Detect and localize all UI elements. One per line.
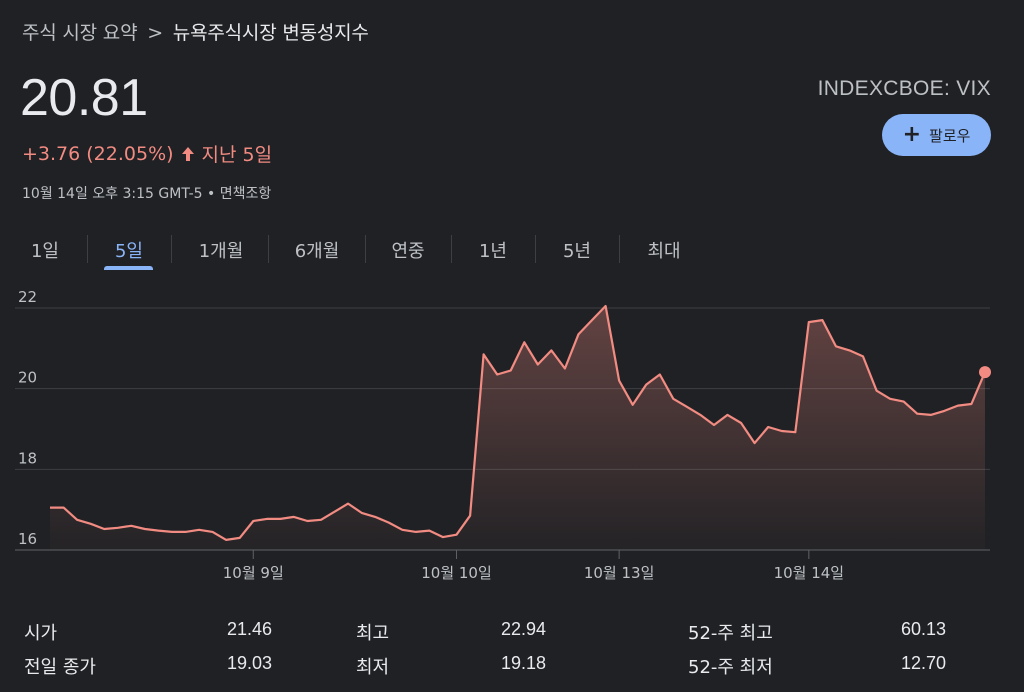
stat-label-low: 최저 bbox=[356, 657, 390, 678]
tab-divider bbox=[451, 235, 452, 263]
stat-label-prev-close: 전일 종가 bbox=[24, 657, 96, 678]
breadcrumb: 주식 시장 요약 > 뉴욕주식시장 변동성지수 bbox=[22, 18, 369, 45]
current-price: 20.81 bbox=[20, 69, 148, 127]
stat-label-high: 최고 bbox=[356, 623, 390, 644]
period-label: 지난 5일 bbox=[201, 144, 273, 166]
stat-label-open: 시가 bbox=[24, 623, 58, 644]
x-tick-label: 10월 14일 bbox=[774, 564, 845, 580]
stat-value-52wk-high: 60.13 bbox=[900, 619, 946, 639]
price-change: +3.76 (22.05%) 지난 5일 bbox=[22, 140, 272, 167]
follow-button[interactable]: + 팔로우 bbox=[882, 114, 991, 156]
stat-value-open: 21.46 bbox=[226, 619, 272, 639]
tab-1y[interactable]: 1년 bbox=[478, 241, 507, 262]
arrow-up-icon bbox=[180, 145, 196, 163]
follow-button-label: 팔로우 bbox=[929, 126, 971, 145]
series-area bbox=[50, 306, 985, 550]
tab-5d[interactable]: 5일 bbox=[114, 241, 143, 262]
breadcrumb-separator: > bbox=[147, 22, 163, 44]
timestamp-disclaimer: 10월 14일 오후 3:15 GMT-5 • 면책조항 bbox=[22, 186, 272, 202]
x-tick-label: 10월 13일 bbox=[584, 564, 655, 580]
y-tick-label: 16 bbox=[18, 530, 37, 548]
stat-value-prev-close: 19.03 bbox=[226, 653, 272, 673]
x-tick-label: 10월 10일 bbox=[421, 564, 492, 580]
stat-value-52wk-low: 12.70 bbox=[900, 653, 946, 673]
tab-1d[interactable]: 1일 bbox=[30, 241, 59, 262]
stat-label-52wk-high: 52-주 최고 bbox=[688, 623, 773, 644]
x-tick-label: 10월 9일 bbox=[223, 564, 284, 580]
tab-divider bbox=[171, 235, 172, 263]
tab-divider bbox=[535, 235, 536, 263]
stat-value-high: 22.94 bbox=[500, 619, 546, 639]
series-line bbox=[50, 304, 987, 541]
y-tick-label: 20 bbox=[18, 369, 37, 387]
breadcrumb-parent-link[interactable]: 주식 시장 요약 bbox=[22, 22, 138, 44]
tab-divider bbox=[87, 235, 88, 263]
tab-6m[interactable]: 6개월 bbox=[294, 241, 340, 262]
y-tick-label: 18 bbox=[18, 449, 37, 467]
tab-max[interactable]: 최대 bbox=[647, 241, 681, 262]
tab-5y[interactable]: 5년 bbox=[562, 241, 591, 262]
y-tick-label: 22 bbox=[18, 288, 37, 306]
last-point-marker bbox=[979, 366, 991, 379]
stat-value-low: 19.18 bbox=[500, 653, 546, 673]
ticker-symbol: INDEXCBOE: VIX bbox=[817, 77, 991, 100]
price-change-value: +3.76 (22.05%) bbox=[22, 142, 174, 165]
range-tabs: 1일 5일 1개월 6개월 연중 1년 5년 최대 bbox=[0, 232, 720, 272]
breadcrumb-current: 뉴욕주식시장 변동성지수 bbox=[172, 22, 369, 44]
tab-ytd[interactable]: 연중 bbox=[391, 241, 425, 262]
active-tab-indicator bbox=[104, 266, 153, 270]
stats-table: 시가 21.46 전일 종가 19.03 최고 22.94 최저 19.18 5… bbox=[0, 610, 1024, 690]
tab-divider bbox=[619, 235, 620, 263]
price-chart[interactable]: 16 18 20 22 10월 9일 10월 10일 10월 13일 10월 14일 bbox=[0, 280, 1024, 580]
tab-1m[interactable]: 1개월 bbox=[198, 241, 244, 262]
stat-label-52wk-low: 52-주 최저 bbox=[688, 657, 773, 678]
tab-divider bbox=[268, 235, 269, 263]
tab-divider bbox=[365, 235, 366, 263]
plus-icon: + bbox=[902, 122, 922, 147]
